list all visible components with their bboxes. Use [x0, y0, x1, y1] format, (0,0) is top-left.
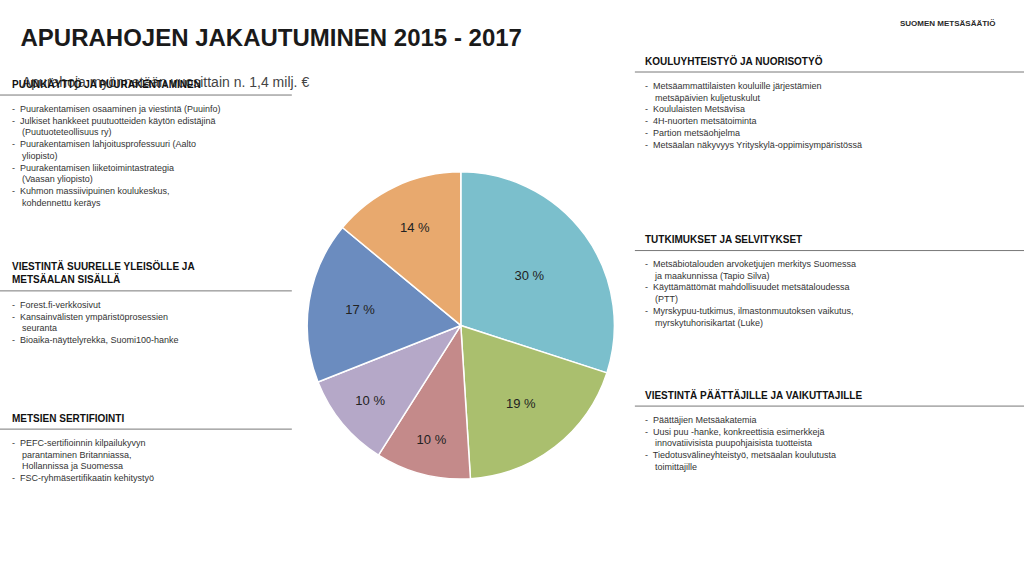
svg-text:PUUNKÄYTTÖ JA PUURAKENTAMINEN: PUUNKÄYTTÖ JA PUURAKENTAMINEN	[12, 78, 201, 90]
svg-text:10 %: 10 %	[355, 393, 385, 408]
svg-text:14 %: 14 %	[400, 220, 430, 235]
svg-text:VIESTINTÄ SUURELLE YLEISÖLLE J: VIESTINTÄ SUURELLE YLEISÖLLE JAMETSÄALAN…	[12, 260, 195, 285]
svg-text:Apurahoja myönnetään vuosittai: Apurahoja myönnetään vuosittain n. 1,4 m…	[22, 74, 309, 90]
svg-text:METSIEN SERTIFIOINTI: METSIEN SERTIFIOINTI	[12, 413, 124, 424]
svg-text:30 %: 30 %	[514, 268, 544, 283]
svg-text:TUTKIMUKSET JA SELVITYKSET: TUTKIMUKSET JA SELVITYKSET	[645, 234, 802, 245]
svg-text:17 %: 17 %	[345, 302, 375, 317]
svg-text:- Puurakentamisen osaaminen j: - Puurakentamisen osaaminen ja viestintä…	[12, 104, 221, 208]
svg-text:10 %: 10 %	[417, 432, 447, 447]
svg-text:- Forest.fi-verkkosivut- Kan: - Forest.fi-verkkosivut- Kansainvälisten…	[12, 300, 179, 345]
svg-text:- Päättäjien Metsäakatemia-: - Päättäjien Metsäakatemia- Uusi puu -ha…	[645, 415, 836, 472]
svg-text:SUOMEN METSÄSÄÄTIÖ: SUOMEN METSÄSÄÄTIÖ	[900, 19, 996, 28]
svg-text:- Metsäammattilaisten kouluil: - Metsäammattilaisten kouluille järjestä…	[645, 81, 862, 150]
svg-text:KOULUYHTEISTYÖ JA NUORISOTYÖ: KOULUYHTEISTYÖ JA NUORISOTYÖ	[645, 55, 823, 67]
svg-text:- Metsäbiotalouden arvoketjuj: - Metsäbiotalouden arvoketjujen merkitys…	[645, 259, 856, 328]
svg-text:- PEFC-sertifioinnin kilpailu: - PEFC-sertifioinnin kilpailukyvyn paran…	[12, 438, 154, 483]
svg-text:APURAHOJEN JAKAUTUMINEN 2015 -: APURAHOJEN JAKAUTUMINEN 2015 - 2017	[20, 24, 521, 51]
svg-text:VIESTINTÄ PÄÄTTÄJILLE JA VAIKU: VIESTINTÄ PÄÄTTÄJILLE JA VAIKUTTAJILLE	[645, 389, 862, 401]
svg-text:19 %: 19 %	[506, 396, 536, 411]
